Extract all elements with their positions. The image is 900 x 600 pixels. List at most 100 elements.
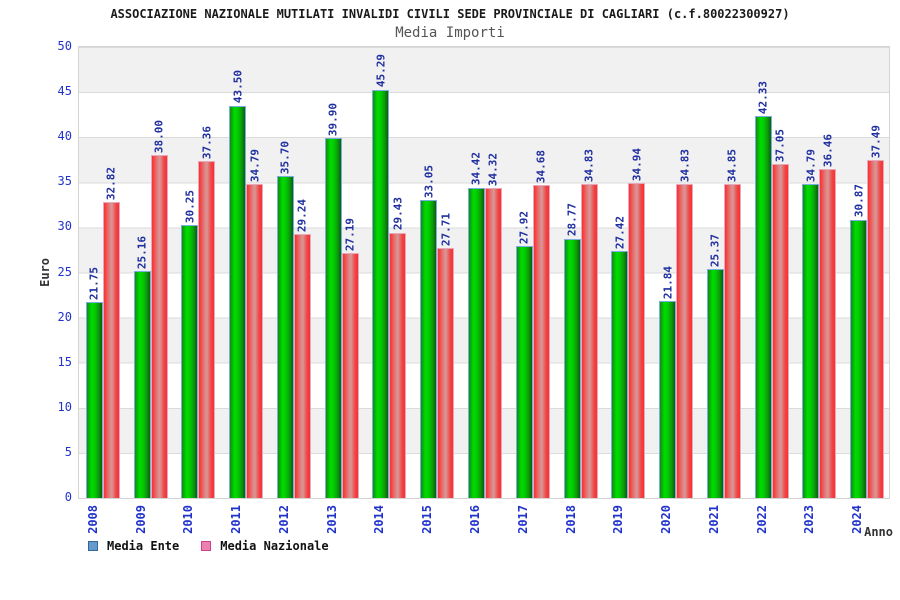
bar-value-label: 42.33 bbox=[756, 81, 770, 115]
bar-pair: 30.25 37.36 bbox=[181, 126, 216, 498]
y-tick-label: 50 bbox=[57, 39, 72, 53]
bar-media-nazionale-2017: 34.68 bbox=[532, 150, 550, 498]
bar-media-nazionale-2008: 32.82 bbox=[102, 167, 120, 498]
bar-value-label: 21.84 bbox=[661, 265, 675, 299]
bar-pair: 21.75 32.82 bbox=[85, 167, 120, 498]
bar-value-label: 35.70 bbox=[278, 140, 292, 174]
legend-swatch-media-nazionale bbox=[201, 541, 212, 551]
bar-media-ente-2021: 25.37 bbox=[706, 234, 724, 498]
x-axis-title: Anno bbox=[864, 525, 893, 539]
bar-value-label: 25.16 bbox=[135, 235, 149, 270]
x-tick-label-2020: 2020 bbox=[659, 505, 674, 534]
bar-pair: 45.29 29.43 bbox=[372, 54, 407, 498]
bar-media-nazionale-2018: 34.83 bbox=[580, 149, 598, 498]
bar-value-label: 30.25 bbox=[183, 189, 197, 224]
bar-value-label: 39.90 bbox=[326, 102, 340, 137]
bar-value-label: 34.79 bbox=[804, 149, 818, 183]
bar-value-label: 34.83 bbox=[678, 148, 692, 182]
bar-pair: 34.42 34.32 bbox=[467, 152, 502, 498]
bar-group-2015: 33.05 27.71 bbox=[413, 47, 461, 498]
bar-value-label: 27.92 bbox=[517, 211, 531, 245]
y-tick-label: 25 bbox=[57, 264, 72, 279]
bar-pair: 42.33 37.05 bbox=[754, 81, 789, 498]
bar-group-2020: 21.84 34.83 bbox=[652, 47, 700, 498]
legend-label-media-ente: Media Ente bbox=[107, 539, 180, 553]
y-tick-label: 30 bbox=[57, 219, 72, 234]
bar-group-2017: 27.92 34.68 bbox=[509, 47, 557, 498]
bar-pair: 25.16 38.00 bbox=[133, 120, 168, 498]
bar-media-nazionale-2016: 34.32 bbox=[484, 153, 502, 498]
x-tick-label-2024: 2024 bbox=[850, 505, 865, 534]
bar-media-ente-2013: 39.90 bbox=[324, 103, 342, 498]
y-tick-label: 20 bbox=[57, 309, 72, 324]
bar-group-2008: 21.75 32.82 bbox=[79, 47, 127, 498]
bar-media-nazionale-2021: 34.85 bbox=[723, 149, 741, 498]
bar-value-label: 29.43 bbox=[391, 197, 405, 231]
x-tick-label-2019: 2019 bbox=[611, 505, 626, 534]
y-tick-label: 45 bbox=[57, 84, 72, 99]
x-tick-label-2011: 2011 bbox=[229, 505, 244, 534]
bar-pair: 25.37 34.85 bbox=[706, 149, 741, 498]
bar-group-2018: 28.77 34.83 bbox=[557, 47, 605, 498]
x-tick-label-2014: 2014 bbox=[372, 505, 387, 534]
bar-value-label: 34.85 bbox=[725, 148, 739, 182]
bar-value-label: 30.87 bbox=[852, 184, 866, 218]
bar-group-2024: 30.87 37.49 bbox=[843, 47, 891, 498]
bar-pair: 30.87 37.49 bbox=[850, 125, 885, 498]
bar-media-nazionale-2009: 38.00 bbox=[150, 120, 168, 498]
x-tick-label-2022: 2022 bbox=[754, 505, 769, 534]
bar-value-label: 37.49 bbox=[869, 124, 883, 158]
bar-media-ente-2020: 21.84 bbox=[659, 266, 677, 498]
x-tick-label-2018: 2018 bbox=[563, 505, 578, 534]
bar-group-2012: 35.70 29.24 bbox=[270, 47, 318, 498]
bar-group-2016: 34.42 34.32 bbox=[461, 47, 509, 498]
bar-value-label: 34.68 bbox=[534, 150, 548, 184]
bar-value-label: 27.19 bbox=[343, 217, 357, 251]
x-tick-label-2021: 2021 bbox=[706, 505, 721, 534]
x-tick-label-2015: 2015 bbox=[420, 505, 435, 534]
bar-group-2010: 30.25 37.36 bbox=[175, 47, 223, 498]
legend-item-media-nazionale: Media Nazionale bbox=[201, 539, 329, 553]
bar-media-ente-2024: 30.87 bbox=[850, 184, 868, 498]
bar-media-ente-2014: 45.29 bbox=[372, 54, 390, 498]
bar-media-ente-2009: 25.16 bbox=[133, 236, 151, 498]
bar-media-ente-2023: 34.79 bbox=[802, 149, 820, 498]
x-tick-label-2023: 2023 bbox=[802, 505, 817, 534]
bar-value-label: 34.94 bbox=[630, 147, 644, 181]
bar-group-2011: 43.50 34.79 bbox=[222, 47, 270, 498]
bar-media-nazionale-2015: 27.71 bbox=[437, 213, 455, 498]
bar-value-label: 27.71 bbox=[439, 212, 453, 247]
bar-group-2023: 34.79 36.46 bbox=[795, 47, 843, 498]
bar-media-ente-2018: 28.77 bbox=[563, 203, 581, 498]
x-tick-label-2012: 2012 bbox=[276, 505, 291, 534]
bar-media-ente-2010: 30.25 bbox=[181, 190, 199, 498]
bar-media-ente-2015: 33.05 bbox=[420, 165, 438, 498]
bar-value-label: 36.46 bbox=[821, 133, 835, 168]
x-tick-label-2013: 2013 bbox=[324, 505, 339, 534]
bar-group-2009: 25.16 38.00 bbox=[127, 47, 175, 498]
bar-value-label: 38.00 bbox=[152, 120, 166, 154]
legend-swatch-media-ente bbox=[88, 541, 98, 551]
bar-group-2022: 42.33 37.05 bbox=[748, 47, 796, 498]
bar-value-label: 37.36 bbox=[200, 125, 214, 159]
bar-value-label: 45.29 bbox=[374, 54, 388, 88]
x-tick-label-2009: 2009 bbox=[133, 505, 148, 534]
bar-pair: 39.90 27.19 bbox=[324, 103, 359, 498]
bar-media-ente-2011: 43.50 bbox=[229, 70, 247, 498]
bar-media-nazionale-2020: 34.83 bbox=[676, 149, 694, 498]
bar-media-nazionale-2012: 29.24 bbox=[293, 199, 311, 498]
bar-media-nazionale-2010: 37.36 bbox=[198, 126, 216, 498]
y-tick-label: 10 bbox=[57, 399, 72, 414]
bar-pair: 33.05 27.71 bbox=[420, 165, 455, 498]
bar-pair: 27.42 34.94 bbox=[611, 148, 646, 498]
bar-value-label: 32.82 bbox=[104, 166, 118, 200]
bar-media-ente-2017: 27.92 bbox=[515, 211, 533, 498]
legend: Media Ente Media Nazionale bbox=[88, 539, 329, 553]
bar-value-label: 28.77 bbox=[565, 203, 579, 237]
bar-pair: 27.92 34.68 bbox=[515, 150, 550, 498]
bar-media-ente-2012: 35.70 bbox=[276, 141, 294, 498]
bar-media-nazionale-2024: 37.49 bbox=[867, 125, 885, 498]
bar-media-ente-2022: 42.33 bbox=[754, 81, 772, 498]
bar-media-nazionale-2011: 34.79 bbox=[246, 149, 264, 498]
